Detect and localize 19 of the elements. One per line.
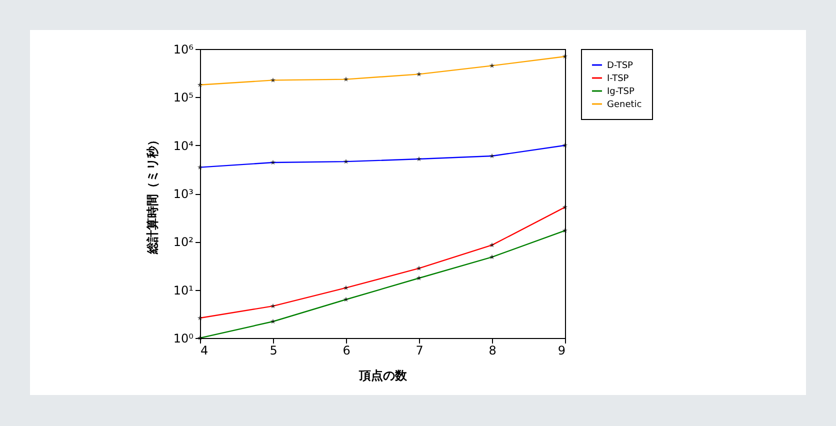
y-tick-label: 10³ [173, 187, 194, 201]
x-tick-label: 4 [200, 344, 208, 358]
x-tick-label: 5 [270, 344, 278, 358]
legend-label: Ig-TSP [607, 87, 635, 97]
y-tick-label: 10⁶ [173, 42, 194, 56]
y-tick-label: 10² [173, 235, 194, 250]
y-tick-label: 10⁵ [173, 90, 194, 105]
x-axis-title: 頂点の数 [358, 368, 408, 382]
x-tick-label: 7 [416, 344, 424, 358]
x-tick-label: 9 [558, 344, 566, 358]
legend-label: Genetic [607, 100, 642, 110]
y-tick-label: 10⁴ [173, 138, 194, 153]
x-tick-label: 8 [488, 344, 496, 358]
y-tick-label: 10¹ [173, 283, 194, 298]
y-tick-label: 10⁰ [173, 332, 194, 346]
y-axis-title: 総計算時間（ミリ秒） [145, 134, 160, 255]
legend-label: I-TSP [607, 74, 630, 84]
x-tick-label: 6 [342, 344, 350, 358]
legend-label: D-TSP [607, 61, 634, 71]
